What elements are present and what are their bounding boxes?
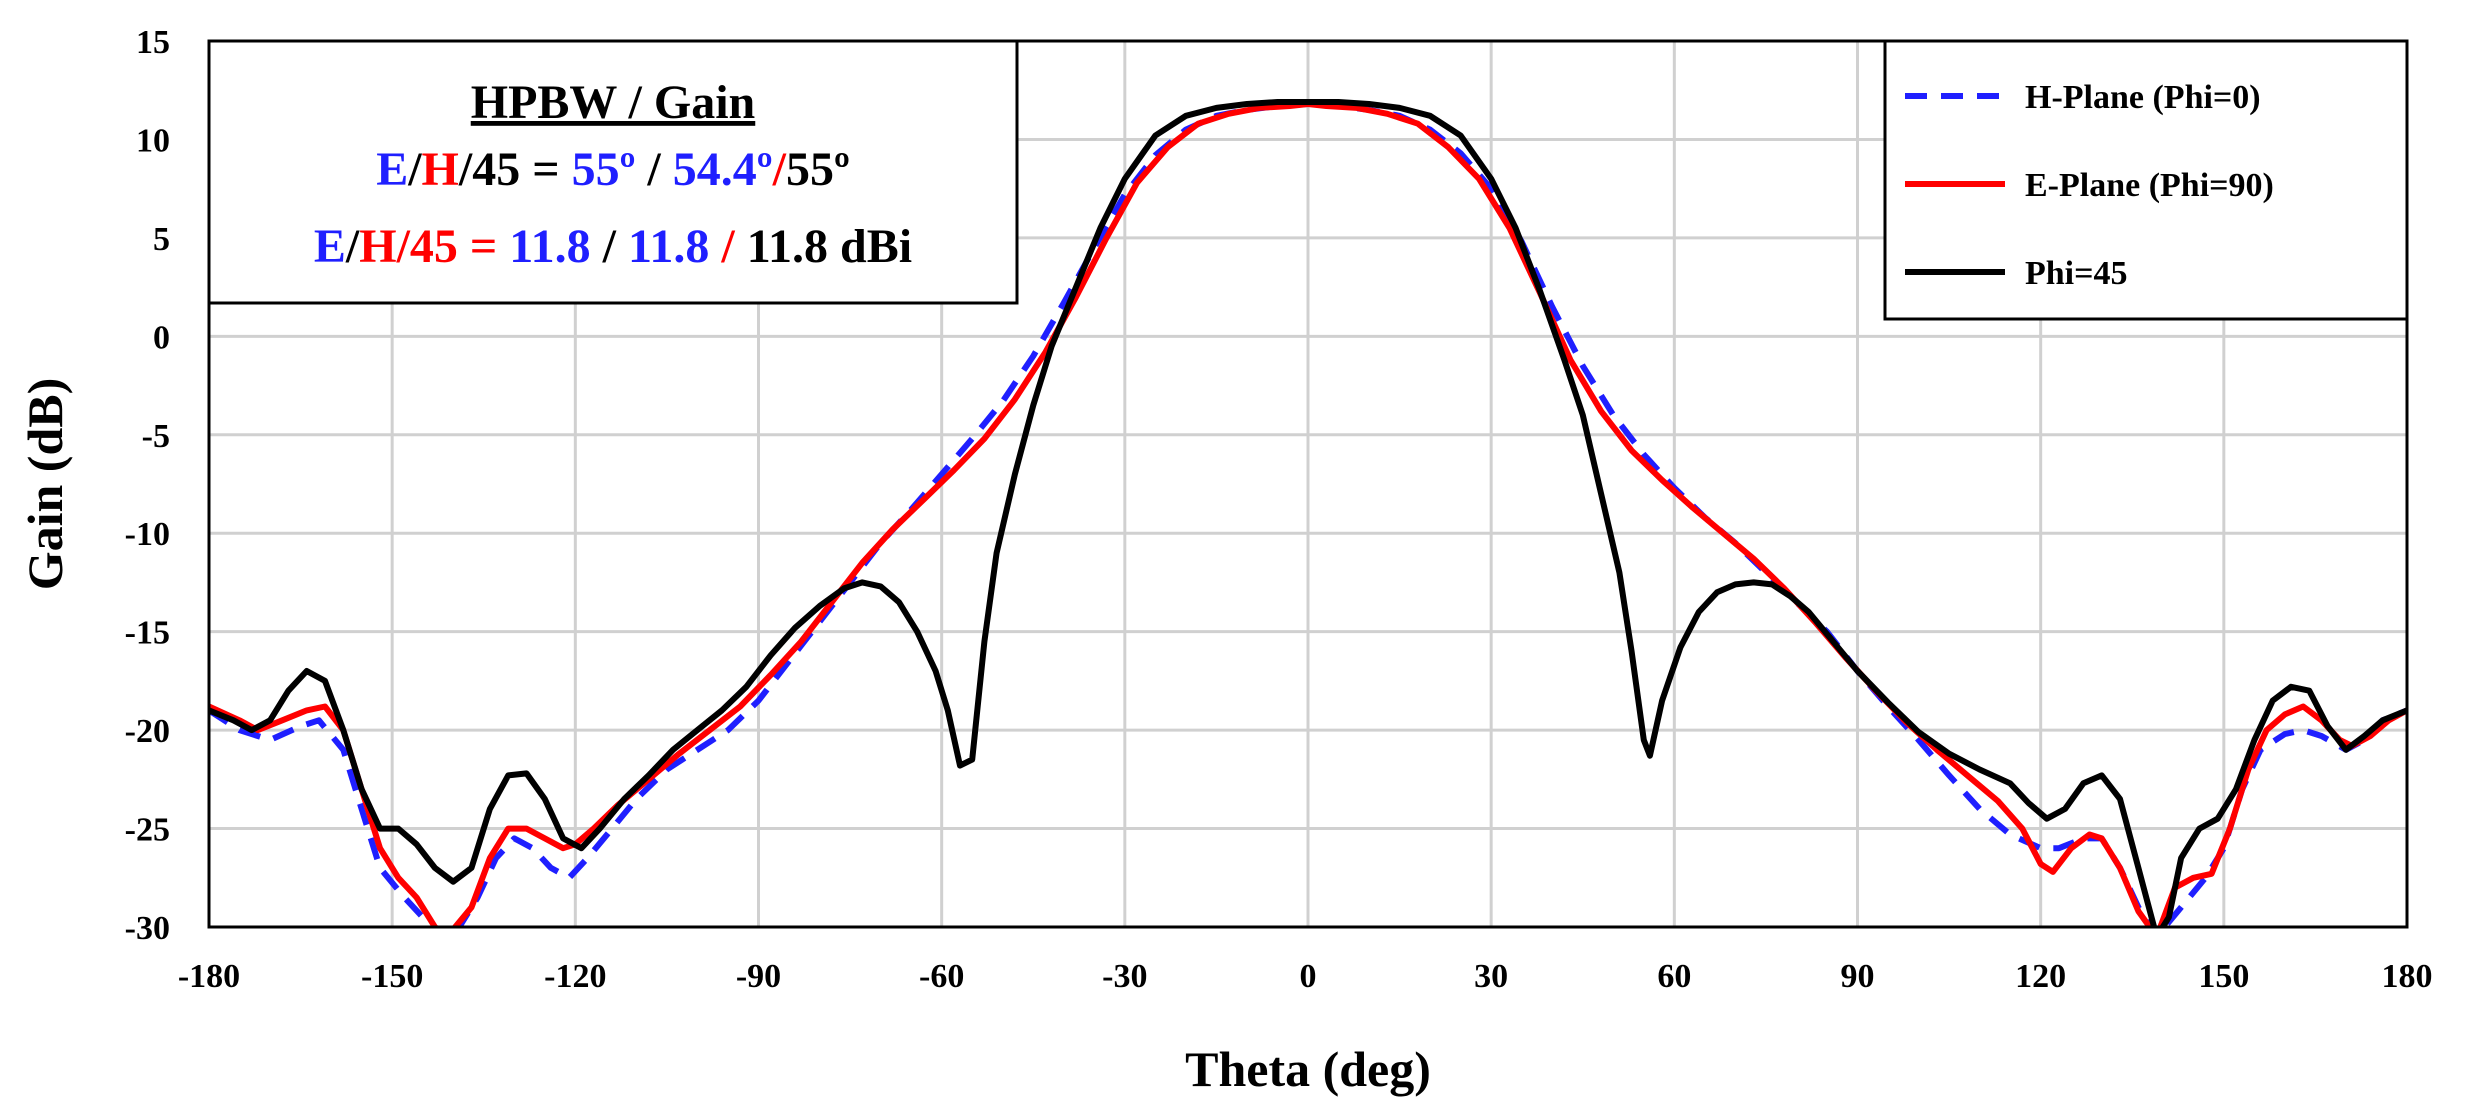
annotation-segment: 11.8 <box>509 220 590 273</box>
annotation-segment: 55º <box>572 143 636 196</box>
x-tick-label: 60 <box>1657 958 1691 995</box>
x-tick-labels: -180 -150 -120 -90 -60 -30 0 30 60 90 120 150 180 <box>178 958 2433 995</box>
annotation-segment: 11.8 <box>628 220 709 273</box>
annotation-segment: 55º <box>786 143 850 196</box>
x-tick-label: 30 <box>1474 958 1508 995</box>
x-tick-label: 180 <box>2382 958 2433 995</box>
x-tick-label: 120 <box>2015 958 2066 995</box>
annotation-segment: / <box>635 143 672 196</box>
y-tick-label: 10 <box>136 122 170 159</box>
y-tick-label: 5 <box>153 221 170 258</box>
hpbw-gain-annotation: HPBW / Gain E/H/45 = 55º / 54.4º/55º E/H… <box>207 39 1019 305</box>
legend: H-Plane (Phi=0) E-Plane (Phi=90) Phi=45 <box>1883 39 2409 321</box>
annotation-gain-line: E/H/45 = 11.8 / 11.8 / 11.8 dBi <box>314 220 912 273</box>
x-tick-label: -120 <box>544 958 606 995</box>
annotation-segment: H <box>422 143 459 196</box>
x-tick-label: 150 <box>2198 958 2249 995</box>
annotation-segment: / <box>772 143 787 196</box>
y-tick-label: 0 <box>153 319 170 356</box>
plot-frame <box>207 39 2409 929</box>
annotation-segment: / <box>591 220 628 273</box>
annotation-segment: /45 = <box>458 143 572 196</box>
x-tick-label: -30 <box>1102 958 1147 995</box>
x-tick-label: -90 <box>736 958 781 995</box>
x-tick-label: 0 <box>1300 958 1317 995</box>
y-tick-label: -30 <box>125 910 170 947</box>
annotation-box <box>207 39 1019 305</box>
y-axis-title: Gain (dB) <box>17 378 73 591</box>
annotation-segment: E <box>314 220 346 273</box>
x-axis-title: Theta (deg) <box>1185 1041 1431 1097</box>
legend-label-0: H-Plane (Phi=0) <box>2025 79 2261 116</box>
y-tick-label: -5 <box>142 418 170 455</box>
annotation-segment: / <box>345 220 360 273</box>
annotation-segment: H/45 = <box>359 220 509 273</box>
y-tick-label: -20 <box>125 713 170 750</box>
x-tick-label: -150 <box>361 958 423 995</box>
annotation-segment: E <box>376 143 408 196</box>
axes <box>207 39 2409 929</box>
y-tick-label: -10 <box>125 516 170 553</box>
series-line-1 <box>209 101 2407 927</box>
x-tick-label: -180 <box>178 958 240 995</box>
legend-label-2: Phi=45 <box>2025 255 2128 292</box>
x-tick-label: -60 <box>919 958 964 995</box>
annotation-segment: / <box>407 143 422 196</box>
y-tick-label: -15 <box>125 615 170 652</box>
y-tick-labels: -30 -25 -20 -15 -10 -5 0 5 10 15 <box>125 24 170 947</box>
series-line-2 <box>209 99 2407 927</box>
annotation-segment: 11.8 dBi <box>747 220 912 273</box>
y-tick-label: 15 <box>136 24 170 61</box>
series-layer <box>209 99 2407 927</box>
annotation-hpbw-line: E/H/45 = 55º / 54.4º/55º <box>376 143 850 196</box>
y-tick-label: -25 <box>125 812 170 849</box>
x-tick-label: 90 <box>1841 958 1875 995</box>
legend-label-1: E-Plane (Phi=90) <box>2025 167 2274 204</box>
annotation-title: HPBW / Gain <box>471 76 756 129</box>
annotation-segment: 54.4º <box>673 143 773 196</box>
annotation-segment: / <box>709 220 746 273</box>
